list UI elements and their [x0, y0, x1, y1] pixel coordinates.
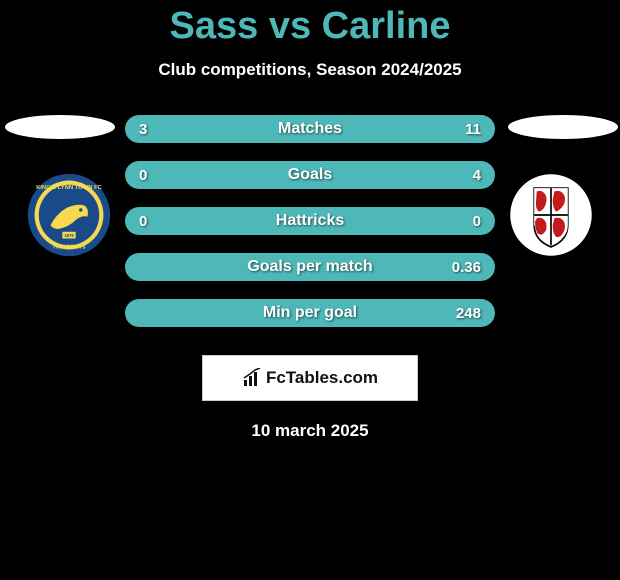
- page-subtitle: Club competitions, Season 2024/2025: [0, 60, 620, 80]
- stat-left-value: 3: [139, 121, 147, 138]
- page-title: Sass vs Carline: [0, 5, 620, 48]
- stat-bar-min-per-goal: Min per goal 248: [125, 299, 495, 327]
- player-ellipse-right: [508, 115, 618, 139]
- stat-right-value: 248: [456, 305, 481, 322]
- club-badge-right: [502, 173, 600, 257]
- stat-right-value: 0: [473, 213, 481, 230]
- stat-label: Goals per match: [247, 258, 372, 276]
- stat-left-value: 0: [139, 213, 147, 230]
- stat-left-value: 0: [139, 167, 147, 184]
- svg-text:THE LINNETS: THE LINNETS: [53, 245, 87, 251]
- club-badge-left: KING'S LYNN TOWN FC THE LINNETS 1879: [20, 173, 118, 257]
- stat-right-value: 11: [465, 121, 481, 138]
- stat-right-value: 0.36: [452, 259, 481, 276]
- stat-label: Goals: [288, 166, 332, 184]
- stat-bar-matches: 3 Matches 11: [125, 115, 495, 143]
- svg-text:1879: 1879: [64, 233, 74, 238]
- stat-label: Hattricks: [276, 212, 344, 230]
- svg-text:KING'S LYNN TOWN FC: KING'S LYNN TOWN FC: [36, 185, 103, 191]
- chart-icon: [242, 368, 262, 388]
- stat-label: Min per goal: [263, 304, 357, 322]
- comparison-content: KING'S LYNN TOWN FC THE LINNETS 1879: [0, 115, 620, 441]
- stat-bar-goals: 0 Goals 4: [125, 161, 495, 189]
- stat-bar-hattricks: 0 Hattricks 0: [125, 207, 495, 235]
- stat-label: Matches: [278, 120, 342, 138]
- brand-text: FcTables.com: [266, 368, 378, 388]
- stat-right-value: 4: [473, 167, 481, 184]
- branding-box[interactable]: FcTables.com: [202, 355, 418, 401]
- player-ellipse-left: [5, 115, 115, 139]
- date-text: 10 march 2025: [0, 421, 620, 441]
- stat-bar-goals-per-match: Goals per match 0.36: [125, 253, 495, 281]
- stat-bars: 3 Matches 11 0 Goals 4 0 Hattricks 0 Goa…: [125, 115, 495, 327]
